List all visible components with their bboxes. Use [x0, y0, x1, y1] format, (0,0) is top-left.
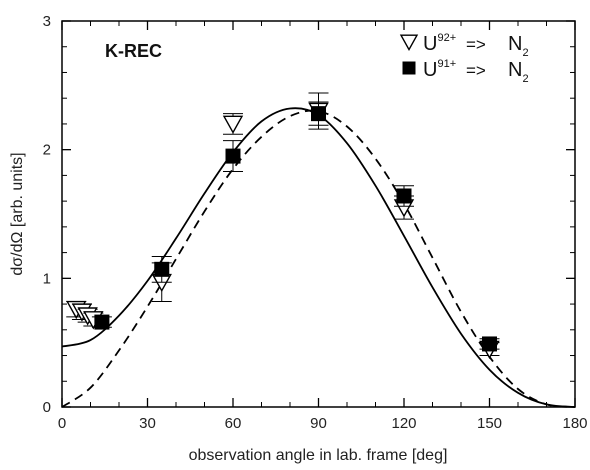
x-tick-label: 90 — [310, 415, 327, 432]
legend-1-sub: 2 — [522, 47, 528, 59]
marker-square — [311, 106, 326, 122]
marker-square — [94, 314, 110, 330]
legend-square-icon — [402, 61, 416, 75]
x-tick-label: 150 — [477, 415, 502, 432]
x-tick-label: 0 — [58, 415, 66, 432]
legend-entry-2: U91+ => N2 — [423, 58, 529, 85]
legend-2-arrow: => — [466, 61, 486, 80]
legend-1-base: U — [423, 33, 437, 55]
x-tick-label: 30 — [139, 415, 156, 432]
legend-entry-1: U92+ => N2 — [423, 32, 529, 59]
y-tick-label: 3 — [43, 13, 51, 30]
axis-ticks: 0 30 60 90 120 150 180 0 1 2 3 — [43, 13, 588, 432]
legend-1-sup: 92+ — [437, 32, 456, 44]
y-tick-label: 2 — [43, 142, 51, 159]
x-tick-label: 180 — [562, 415, 587, 432]
marker-square — [225, 148, 241, 164]
y-axis-label: dσ/dΩ [arb. units] — [9, 152, 26, 275]
legend-1-mol: N — [508, 33, 522, 55]
legend-2-sup: 91+ — [437, 58, 456, 70]
x-axis-label: observation angle in lab. frame [deg] — [189, 447, 448, 464]
legend: U92+ => N2 U91+ => N2 — [399, 32, 529, 85]
data-point-2-1 — [91, 314, 112, 330]
data-point-2-5 — [394, 185, 414, 207]
legend-2-mol: N — [508, 59, 522, 81]
data-point-2-2 — [151, 255, 172, 283]
legend-triangle-icon — [399, 34, 419, 52]
legend-marker-square — [402, 61, 416, 75]
y-tick-label: 0 — [43, 399, 51, 416]
y-tick-label: 1 — [43, 270, 51, 287]
legend-2-base: U — [423, 59, 437, 81]
legend-marker-triangle — [399, 34, 419, 52]
data-point-2-4 — [308, 101, 329, 126]
marker-square — [154, 261, 170, 277]
marker-square — [482, 336, 497, 352]
data-point-2-3 — [223, 140, 243, 173]
legend-2-sub: 2 — [522, 73, 528, 85]
data-points — [66, 92, 500, 360]
marker-square — [396, 188, 412, 204]
marker-triangle — [222, 115, 244, 134]
x-tick-label: 60 — [225, 415, 242, 432]
x-tick-label: 120 — [391, 415, 416, 432]
panel-label: K-REC — [105, 41, 162, 61]
data-point-1-6 — [222, 113, 244, 135]
data-point-2-6 — [479, 336, 500, 352]
legend-1-arrow: => — [466, 35, 486, 54]
